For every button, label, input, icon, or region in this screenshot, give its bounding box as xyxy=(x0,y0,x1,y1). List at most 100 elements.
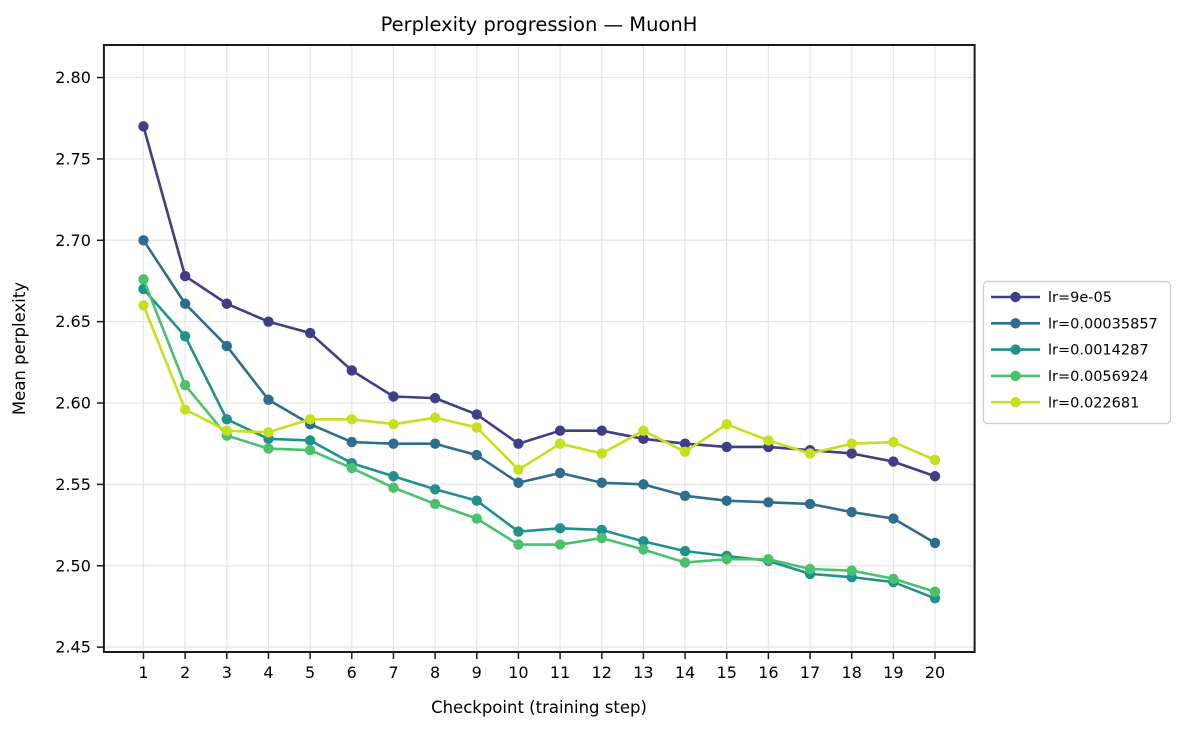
data-point-lr=0.022681-x20 xyxy=(929,454,941,466)
x-tick-label: 3 xyxy=(222,663,232,682)
data-point-lr=0.0014287-x9 xyxy=(471,495,482,506)
data-point-lr=0.0056924-x13 xyxy=(638,544,649,555)
data-point-lr=0.0056924-x20 xyxy=(929,586,941,597)
x-axis-label: Checkpoint (training step) xyxy=(431,698,647,717)
data-point-lr=0.00035857-x6 xyxy=(346,436,357,448)
legend: lr=9e-05 lr=0.00035857 lr=0.0014287 lr=0.00… xyxy=(982,280,1172,425)
data-point-lr=0.0014287-x7 xyxy=(388,471,399,482)
x-tick-label: 20 xyxy=(925,663,945,682)
x-tick-label: 14 xyxy=(675,663,695,682)
x-tick-label: 4 xyxy=(263,663,273,682)
x-tick-label: 7 xyxy=(388,663,398,682)
y-tick-label: 2.70 xyxy=(55,231,91,250)
data-point-lr=0.022681-x5 xyxy=(304,414,316,425)
data-point-lr=0.0056924-x7 xyxy=(388,482,399,493)
data-point-lr=0.00035857-x13 xyxy=(638,479,649,490)
data-point-lr=0.022681-x6 xyxy=(346,414,357,425)
data-point-lr=0.0056924-x19 xyxy=(888,573,899,584)
x-tick-label: 9 xyxy=(472,663,482,682)
data-point-lr=9e-05-x2 xyxy=(179,270,191,282)
data-series xyxy=(138,121,941,604)
x-tick-label: 5 xyxy=(305,663,315,682)
legend-marker-dot xyxy=(1010,397,1021,408)
data-point-lr=0.00035857-x19 xyxy=(888,513,899,524)
data-point-lr=0.00035857-x2 xyxy=(179,298,191,309)
data-point-lr=0.022681-x3 xyxy=(221,425,232,436)
legend-marker-dot xyxy=(1010,370,1021,382)
data-point-lr=0.022681-x2 xyxy=(179,404,191,415)
x-tick-label: 17 xyxy=(800,663,820,682)
data-point-lr=0.00035857-x9 xyxy=(471,449,482,461)
legend-marker-dot xyxy=(1010,291,1021,303)
data-point-lr=0.0014287-x14 xyxy=(679,545,691,557)
data-point-lr=0.022681-x12 xyxy=(596,448,607,459)
legend-label: lr=9e-05 xyxy=(1048,290,1112,306)
data-point-lr=0.0056924-x15 xyxy=(721,554,732,565)
data-point-lr=0.00035857-x18 xyxy=(846,506,857,518)
data-point-lr=0.022681-x18 xyxy=(846,438,857,449)
data-point-lr=9e-05-x19 xyxy=(888,456,899,467)
x-tick-label: 18 xyxy=(842,663,862,682)
data-point-lr=0.0056924-x2 xyxy=(179,379,191,391)
data-point-lr=0.0014287-x8 xyxy=(429,484,441,495)
data-point-lr=0.0056924-x4 xyxy=(263,443,274,454)
data-point-lr=0.00035857-x14 xyxy=(679,490,691,501)
data-point-lr=0.00035857-x11 xyxy=(554,467,566,479)
legend-marker-dot xyxy=(1010,318,1021,329)
series-line-lr=0.00035857 xyxy=(142,238,937,545)
data-point-lr=0.0056924-x17 xyxy=(804,563,816,575)
grid-lines xyxy=(103,45,975,652)
data-point-lr=9e-05-x15 xyxy=(721,441,732,453)
y-tick-label: 2.55 xyxy=(55,475,91,494)
axis-ticks: 1 2 3 4 5 6 7 8 9 10 11 12 13 14 15 16 17 18 19 202.452.502… xyxy=(55,68,945,682)
x-tick-label: 8 xyxy=(430,663,440,682)
data-point-lr=9e-05-x6 xyxy=(346,365,357,376)
data-point-lr=9e-05-x13 xyxy=(638,433,649,445)
y-tick-label: 2.75 xyxy=(55,150,91,169)
legend-label: lr=0.022681 xyxy=(1048,395,1139,411)
y-tick-label: 2.60 xyxy=(55,394,91,413)
data-point-lr=9e-05-x11 xyxy=(554,425,566,436)
x-tick-label: 2 xyxy=(180,663,190,682)
x-tick-label: 15 xyxy=(717,663,737,682)
data-point-lr=9e-05-x14 xyxy=(679,438,691,449)
data-point-lr=0.022681-x14 xyxy=(679,446,691,458)
y-axis-label: Mean perplexity xyxy=(10,282,29,415)
data-point-lr=9e-05-x9 xyxy=(471,409,482,420)
data-point-lr=0.022681-x9 xyxy=(471,422,482,433)
x-tick-label: 10 xyxy=(508,663,528,682)
data-point-lr=0.0056924-x9 xyxy=(471,513,482,524)
data-point-lr=0.0056924-x14 xyxy=(679,557,691,568)
data-point-lr=0.022681-x10 xyxy=(513,464,524,475)
data-point-lr=9e-05-x18 xyxy=(846,448,857,459)
data-point-lr=0.022681-x8 xyxy=(429,412,441,423)
legend-marker-dot xyxy=(1010,344,1021,355)
data-point-lr=0.022681-x15 xyxy=(721,418,732,430)
x-tick-label: 1 xyxy=(138,663,148,682)
data-point-lr=9e-05-x10 xyxy=(513,438,524,449)
data-point-lr=0.0056924-x18 xyxy=(846,565,857,576)
legend-label: lr=0.0056924 xyxy=(1048,369,1149,385)
data-point-lr=0.0014287-x12 xyxy=(596,524,607,536)
data-point-lr=9e-05-x4 xyxy=(263,316,274,327)
data-point-lr=0.0014287-x10 xyxy=(513,526,524,537)
x-tick-label: 11 xyxy=(550,663,570,682)
x-tick-label: 13 xyxy=(633,663,653,682)
x-tick-label: 19 xyxy=(883,663,903,682)
legend-label: lr=0.00035857 xyxy=(1048,316,1158,332)
series-line-lr=0.022681 xyxy=(142,304,937,472)
data-point-lr=0.00035857-x4 xyxy=(263,394,274,405)
data-point-lr=0.0056924-x1 xyxy=(138,274,149,285)
data-point-lr=0.0056924-x12 xyxy=(596,532,607,544)
data-point-lr=9e-05-x8 xyxy=(429,392,441,404)
series-line-lr=0.0014287 xyxy=(142,287,937,600)
data-point-lr=0.022681-x4 xyxy=(263,427,274,438)
y-tick-label: 2.80 xyxy=(55,68,91,87)
x-tick-label: 16 xyxy=(758,663,778,682)
data-point-lr=0.0014287-x13 xyxy=(638,536,649,547)
data-point-lr=0.0056924-x10 xyxy=(513,539,524,550)
series-line-lr=0.0056924 xyxy=(142,278,937,594)
x-tick-label: 12 xyxy=(592,663,612,682)
